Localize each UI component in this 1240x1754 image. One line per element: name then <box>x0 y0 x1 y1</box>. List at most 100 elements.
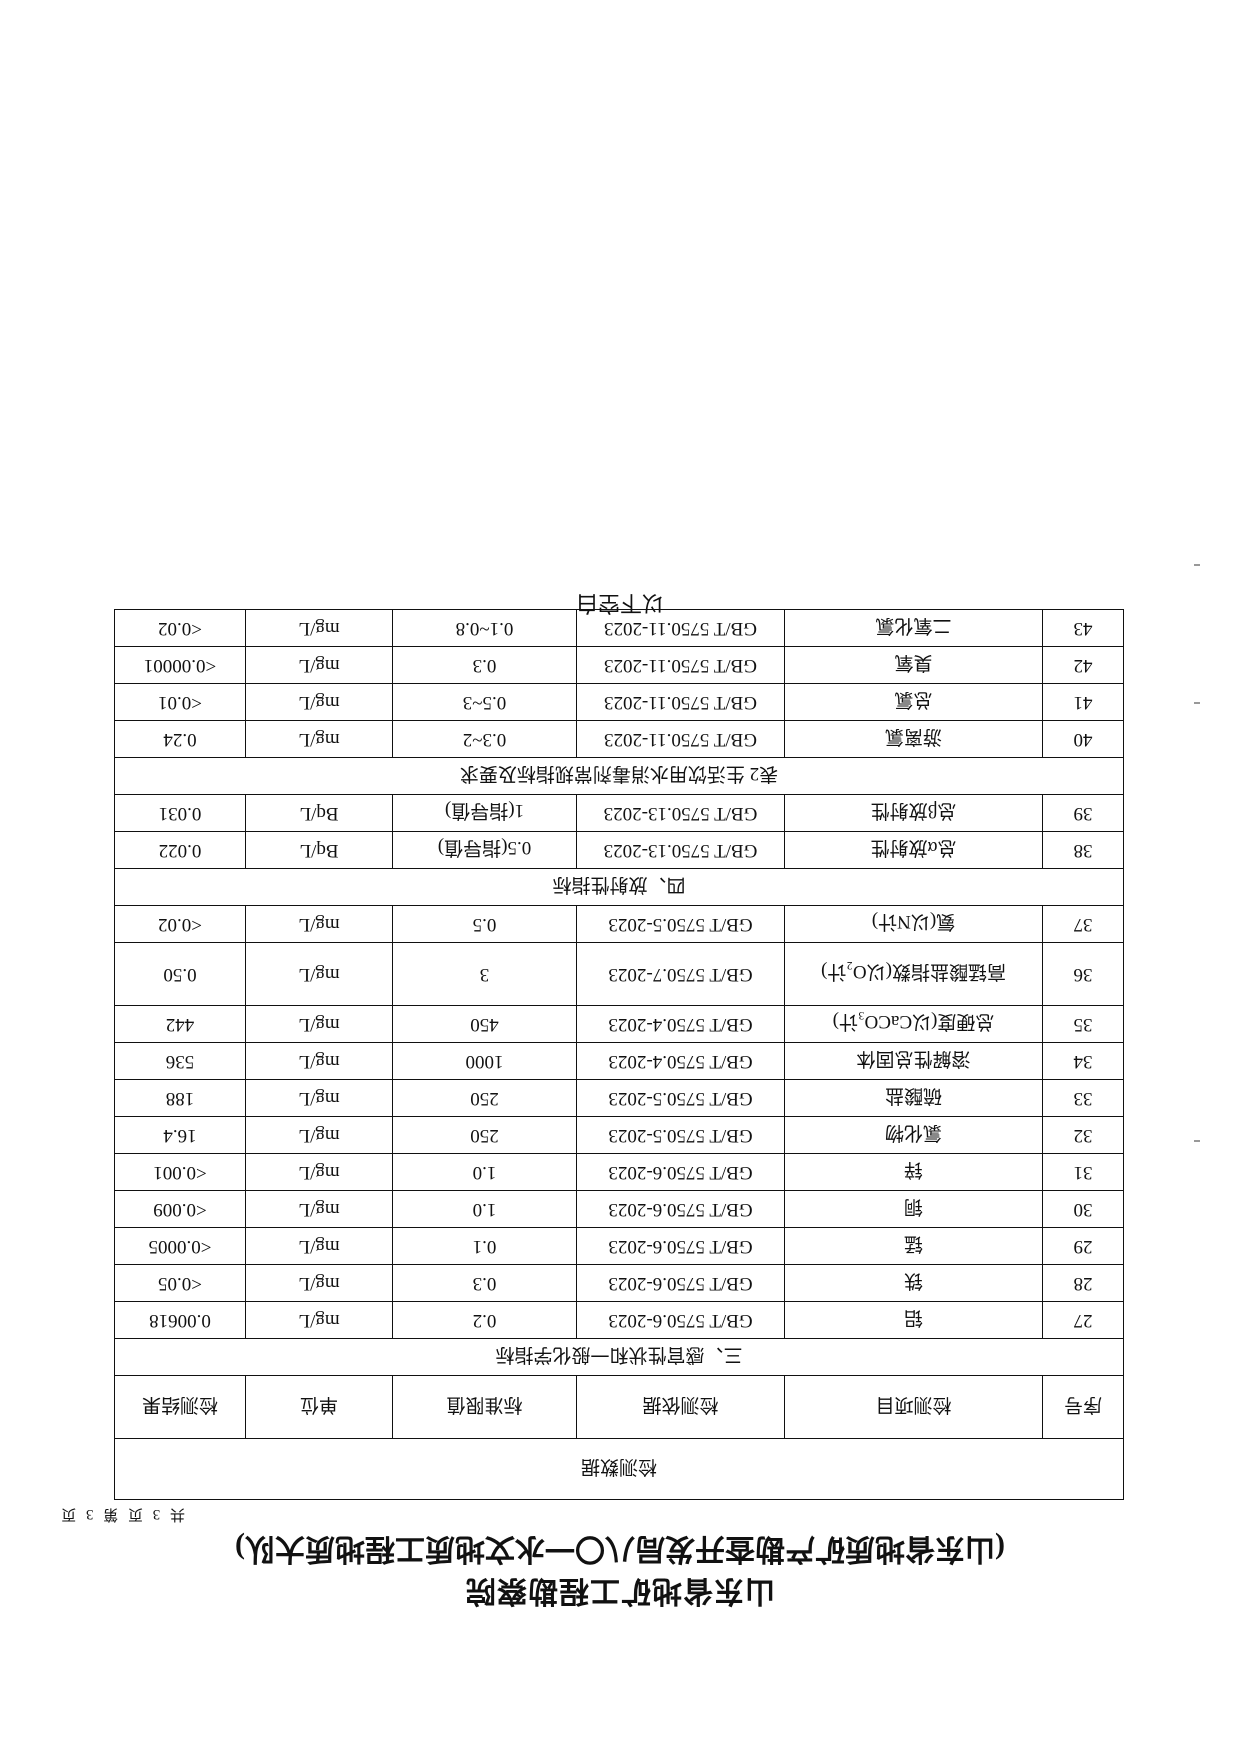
item-cell: 溶解性总固体 <box>784 1042 1043 1080</box>
unit-cell: mg/L <box>245 720 393 758</box>
section-row: 三、感官性状和一般化学指标 <box>114 1338 1124 1376</box>
limit-cell: 0.2 <box>392 1301 577 1339</box>
column-header: 检测依据 <box>576 1375 785 1439</box>
item-cell: 氨(以N计) <box>784 905 1043 943</box>
section-title: 表2 生活饮用水消毒剂常规指标及要求 <box>114 757 1124 795</box>
result-cell: 536 <box>114 1042 246 1080</box>
limit-cell: 0.5(指导值) <box>392 831 577 869</box>
seq-cell: 27 <box>1042 1301 1124 1339</box>
seq-cell: 42 <box>1042 646 1124 684</box>
unit-cell: mg/L <box>245 905 393 943</box>
method-cell: GB/T 5750.11-2023 <box>576 720 785 758</box>
item-cell: 总β放射性 <box>784 794 1043 832</box>
seq-cell: 31 <box>1042 1153 1124 1191</box>
org-title: 山东省地矿工程勘察院 <box>465 1574 775 1607</box>
item-cell: 锌 <box>784 1153 1043 1191</box>
table-row: 37 氨(以N计) GB/T 5750.5-2023 0.5 mg/L <0.02 <box>114 905 1124 943</box>
section-row: 四、放射性指标 <box>114 868 1124 906</box>
result-cell: <0.009 <box>114 1190 246 1228</box>
limit-cell: 0.3~2 <box>392 720 577 758</box>
unit-cell: Bq/L <box>245 794 393 832</box>
limit-cell: 1(指导值) <box>392 794 577 832</box>
seq-cell: 38 <box>1042 831 1124 869</box>
unit-cell: mg/L <box>245 646 393 684</box>
item-cell: 硫酸盐 <box>784 1079 1043 1117</box>
unit-cell: mg/L <box>245 1079 393 1117</box>
table-row: 42 臭氧 GB/T 5750.11-2023 0.3 mg/L <0.00001 <box>114 646 1124 684</box>
unit-cell: mg/L <box>245 1301 393 1339</box>
limit-cell: 3 <box>392 942 577 1006</box>
item-cell: 总氯 <box>784 683 1043 721</box>
item-cell: 总α放射性 <box>784 831 1043 869</box>
result-cell: 0.00618 <box>114 1301 246 1339</box>
method-cell: GB/T 5750.5-2023 <box>576 905 785 943</box>
result-cell: 188 <box>114 1079 246 1117</box>
column-header-row: 序号 检测项目 检测依据 标准限值 单位 检测结果 <box>114 1375 1124 1439</box>
table-row: 35 总硬度(以CaCO₃计) GB/T 5750.4-2023 450 mg/L 442 <box>114 1005 1124 1043</box>
seq-cell: 33 <box>1042 1079 1124 1117</box>
table-row: 40 游离氯 GB/T 5750.11-2023 0.3~2 mg/L 0.24 <box>114 720 1124 758</box>
method-cell: GB/T 5750.4-2023 <box>576 1042 785 1080</box>
seq-cell: 34 <box>1042 1042 1124 1080</box>
limit-cell: 250 <box>392 1079 577 1117</box>
table-row: 28 铁 GB/T 5750.6-2023 0.3 mg/L <0.05 <box>114 1264 1124 1302</box>
unit-cell: mg/L <box>245 1227 393 1265</box>
column-header: 单位 <box>245 1375 393 1439</box>
result-cell: 0.031 <box>114 794 246 832</box>
seq-cell: 37 <box>1042 905 1124 943</box>
scan-mark <box>1194 702 1200 704</box>
table-caption: 检测数据 <box>114 1438 1124 1500</box>
limit-cell: 1000 <box>392 1042 577 1080</box>
limit-cell: 0.5 <box>392 905 577 943</box>
table-row: 32 氯化物 GB/T 5750.5-2023 250 mg/L 16.4 <box>114 1116 1124 1154</box>
table-row: 34 溶解性总固体 GB/T 5750.4-2023 1000 mg/L 536 <box>114 1042 1124 1080</box>
section-title: 四、放射性指标 <box>114 868 1124 906</box>
limit-cell: 0.3 <box>392 1264 577 1302</box>
method-cell: GB/T 5750.5-2023 <box>576 1079 785 1117</box>
table-row: 27 铝 GB/T 5750.6-2023 0.2 mg/L 0.00618 <box>114 1301 1124 1339</box>
column-header: 检测结果 <box>114 1375 246 1439</box>
seq-cell: 35 <box>1042 1005 1124 1043</box>
seq-cell: 28 <box>1042 1264 1124 1302</box>
item-cell: 高锰酸盐指数(以O₂计) <box>784 942 1043 1006</box>
limit-cell: 0.5~3 <box>392 683 577 721</box>
result-cell: 16.4 <box>114 1116 246 1154</box>
result-cell: 0.24 <box>114 720 246 758</box>
method-cell: GB/T 5750.6-2023 <box>576 1264 785 1302</box>
unit-cell: Bq/L <box>245 831 393 869</box>
unit-cell: mg/L <box>245 1005 393 1043</box>
seq-cell: 40 <box>1042 720 1124 758</box>
item-cell: 铝 <box>784 1301 1043 1339</box>
table-row: 33 硫酸盐 GB/T 5750.5-2023 250 mg/L 188 <box>114 1079 1124 1117</box>
item-cell: 铁 <box>784 1264 1043 1302</box>
result-cell: <0.05 <box>114 1264 246 1302</box>
unit-cell: mg/L <box>245 1153 393 1191</box>
unit-cell: mg/L <box>245 1264 393 1302</box>
item-cell: 锰 <box>784 1227 1043 1265</box>
scan-mark <box>1194 564 1200 566</box>
method-cell: GB/T 5750.13-2023 <box>576 794 785 832</box>
unit-cell: mg/L <box>245 942 393 1006</box>
page-number-note: 共 3 页 第 3 页 <box>58 1506 185 1522</box>
org-subtitle: (山东省地质矿产勘查开发局八〇一水文地质工程地质大队) <box>235 1532 1005 1565</box>
result-cell: <0.001 <box>114 1153 246 1191</box>
method-cell: GB/T 5750.6-2023 <box>576 1227 785 1265</box>
result-cell: <0.00001 <box>114 646 246 684</box>
seq-cell: 41 <box>1042 683 1124 721</box>
test-data-table: 检测数据 序号 检测项目 检测依据 标准限值 单位 检测结果 三、感官性状和一般… <box>114 609 1124 1500</box>
item-cell: 臭氧 <box>784 646 1043 684</box>
seq-cell: 30 <box>1042 1190 1124 1228</box>
seq-cell: 32 <box>1042 1116 1124 1154</box>
table-row: 41 总氯 GB/T 5750.11-2023 0.5~3 mg/L <0.01 <box>114 683 1124 721</box>
method-cell: GB/T 5750.5-2023 <box>576 1116 785 1154</box>
item-cell: 氯化物 <box>784 1116 1043 1154</box>
result-cell: <0.0005 <box>114 1227 246 1265</box>
method-cell: GB/T 5750.6-2023 <box>576 1301 785 1339</box>
unit-cell: mg/L <box>245 683 393 721</box>
limit-cell: 1.0 <box>392 1190 577 1228</box>
section-row: 表2 生活饮用水消毒剂常规指标及要求 <box>114 757 1124 795</box>
result-cell: 0.50 <box>114 942 246 1006</box>
column-header: 检测项目 <box>784 1375 1043 1439</box>
seq-cell: 29 <box>1042 1227 1124 1265</box>
